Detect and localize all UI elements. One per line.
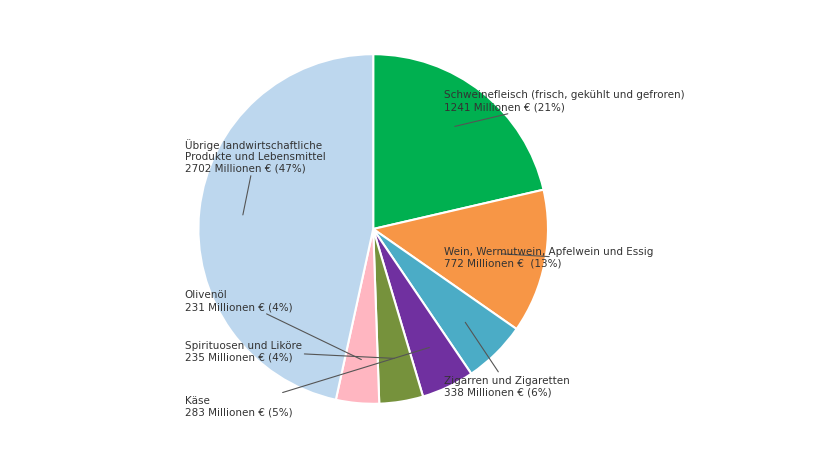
Text: Spirituosen und Liköre
235 Millionen € (4%): Spirituosen und Liköre 235 Millionen € (…	[184, 341, 394, 362]
Text: Käse
283 Millionen € (5%): Käse 283 Millionen € (5%)	[184, 348, 429, 417]
Text: Zigarren und Zigaretten
338 Millionen € (6%): Zigarren und Zigaretten 338 Millionen € …	[444, 323, 569, 396]
Wedge shape	[373, 230, 423, 404]
Wedge shape	[373, 230, 471, 397]
Wedge shape	[198, 55, 373, 400]
Text: Wein, Wermutwein, Apfelwein und Essig
772 Millionen €  (13%): Wein, Wermutwein, Apfelwein und Essig 77…	[444, 246, 653, 268]
Text: Übrige landwirtschaftliche
Produkte und Lebensmittel
2702 Millionen € (47%): Übrige landwirtschaftliche Produkte und …	[184, 139, 325, 215]
Wedge shape	[373, 190, 547, 329]
Text: Schweinefleisch (frisch, gekühlt und gefroren)
1241 Millionen € (21%): Schweinefleisch (frisch, gekühlt und gef…	[444, 90, 685, 127]
Wedge shape	[373, 55, 543, 230]
Wedge shape	[336, 230, 379, 404]
Text: Olivenöl
231 Millionen € (4%): Olivenöl 231 Millionen € (4%)	[184, 290, 361, 360]
Wedge shape	[373, 230, 516, 374]
